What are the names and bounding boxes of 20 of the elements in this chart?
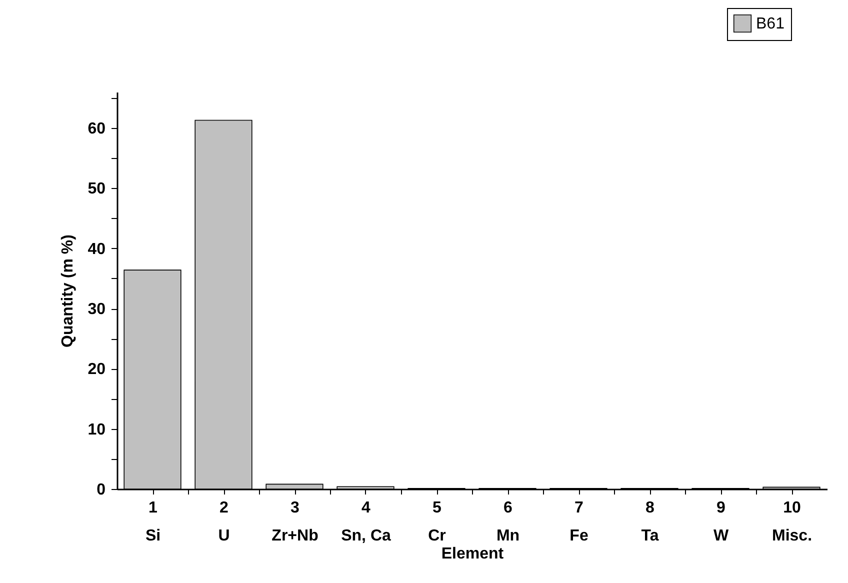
y-tick-label: 10: [88, 421, 106, 438]
x-tick-label: 3 Zr+Nb: [272, 500, 319, 544]
y-tick-label: 30: [88, 301, 106, 318]
x-tick-label: 4 Sn, Ca: [341, 500, 391, 544]
x-tick-label: 8 Ta: [641, 500, 659, 544]
x-tick-label: 2 U: [218, 500, 230, 544]
x-tick-label: 5 Cr: [428, 500, 446, 544]
x-tick-label: 6 Mn: [496, 500, 520, 544]
x-tick-label: 7 Fe: [570, 500, 588, 544]
y-tick-label: 50: [88, 180, 106, 198]
x-tick-label: 9 W: [713, 500, 730, 544]
x-tick-label: 1 Si: [145, 500, 161, 544]
x-axis-title: Element: [441, 546, 504, 562]
y-axis-title: Quantity (m %): [60, 234, 77, 348]
y-tick-label: 20: [88, 361, 106, 378]
y-tick-label: 40: [88, 240, 106, 258]
y-tick-label: 0: [96, 482, 106, 498]
y-tick-label: 60: [88, 120, 106, 138]
legend-label: B61: [756, 16, 785, 32]
x-tick-label: 10 Misc.: [772, 500, 812, 544]
